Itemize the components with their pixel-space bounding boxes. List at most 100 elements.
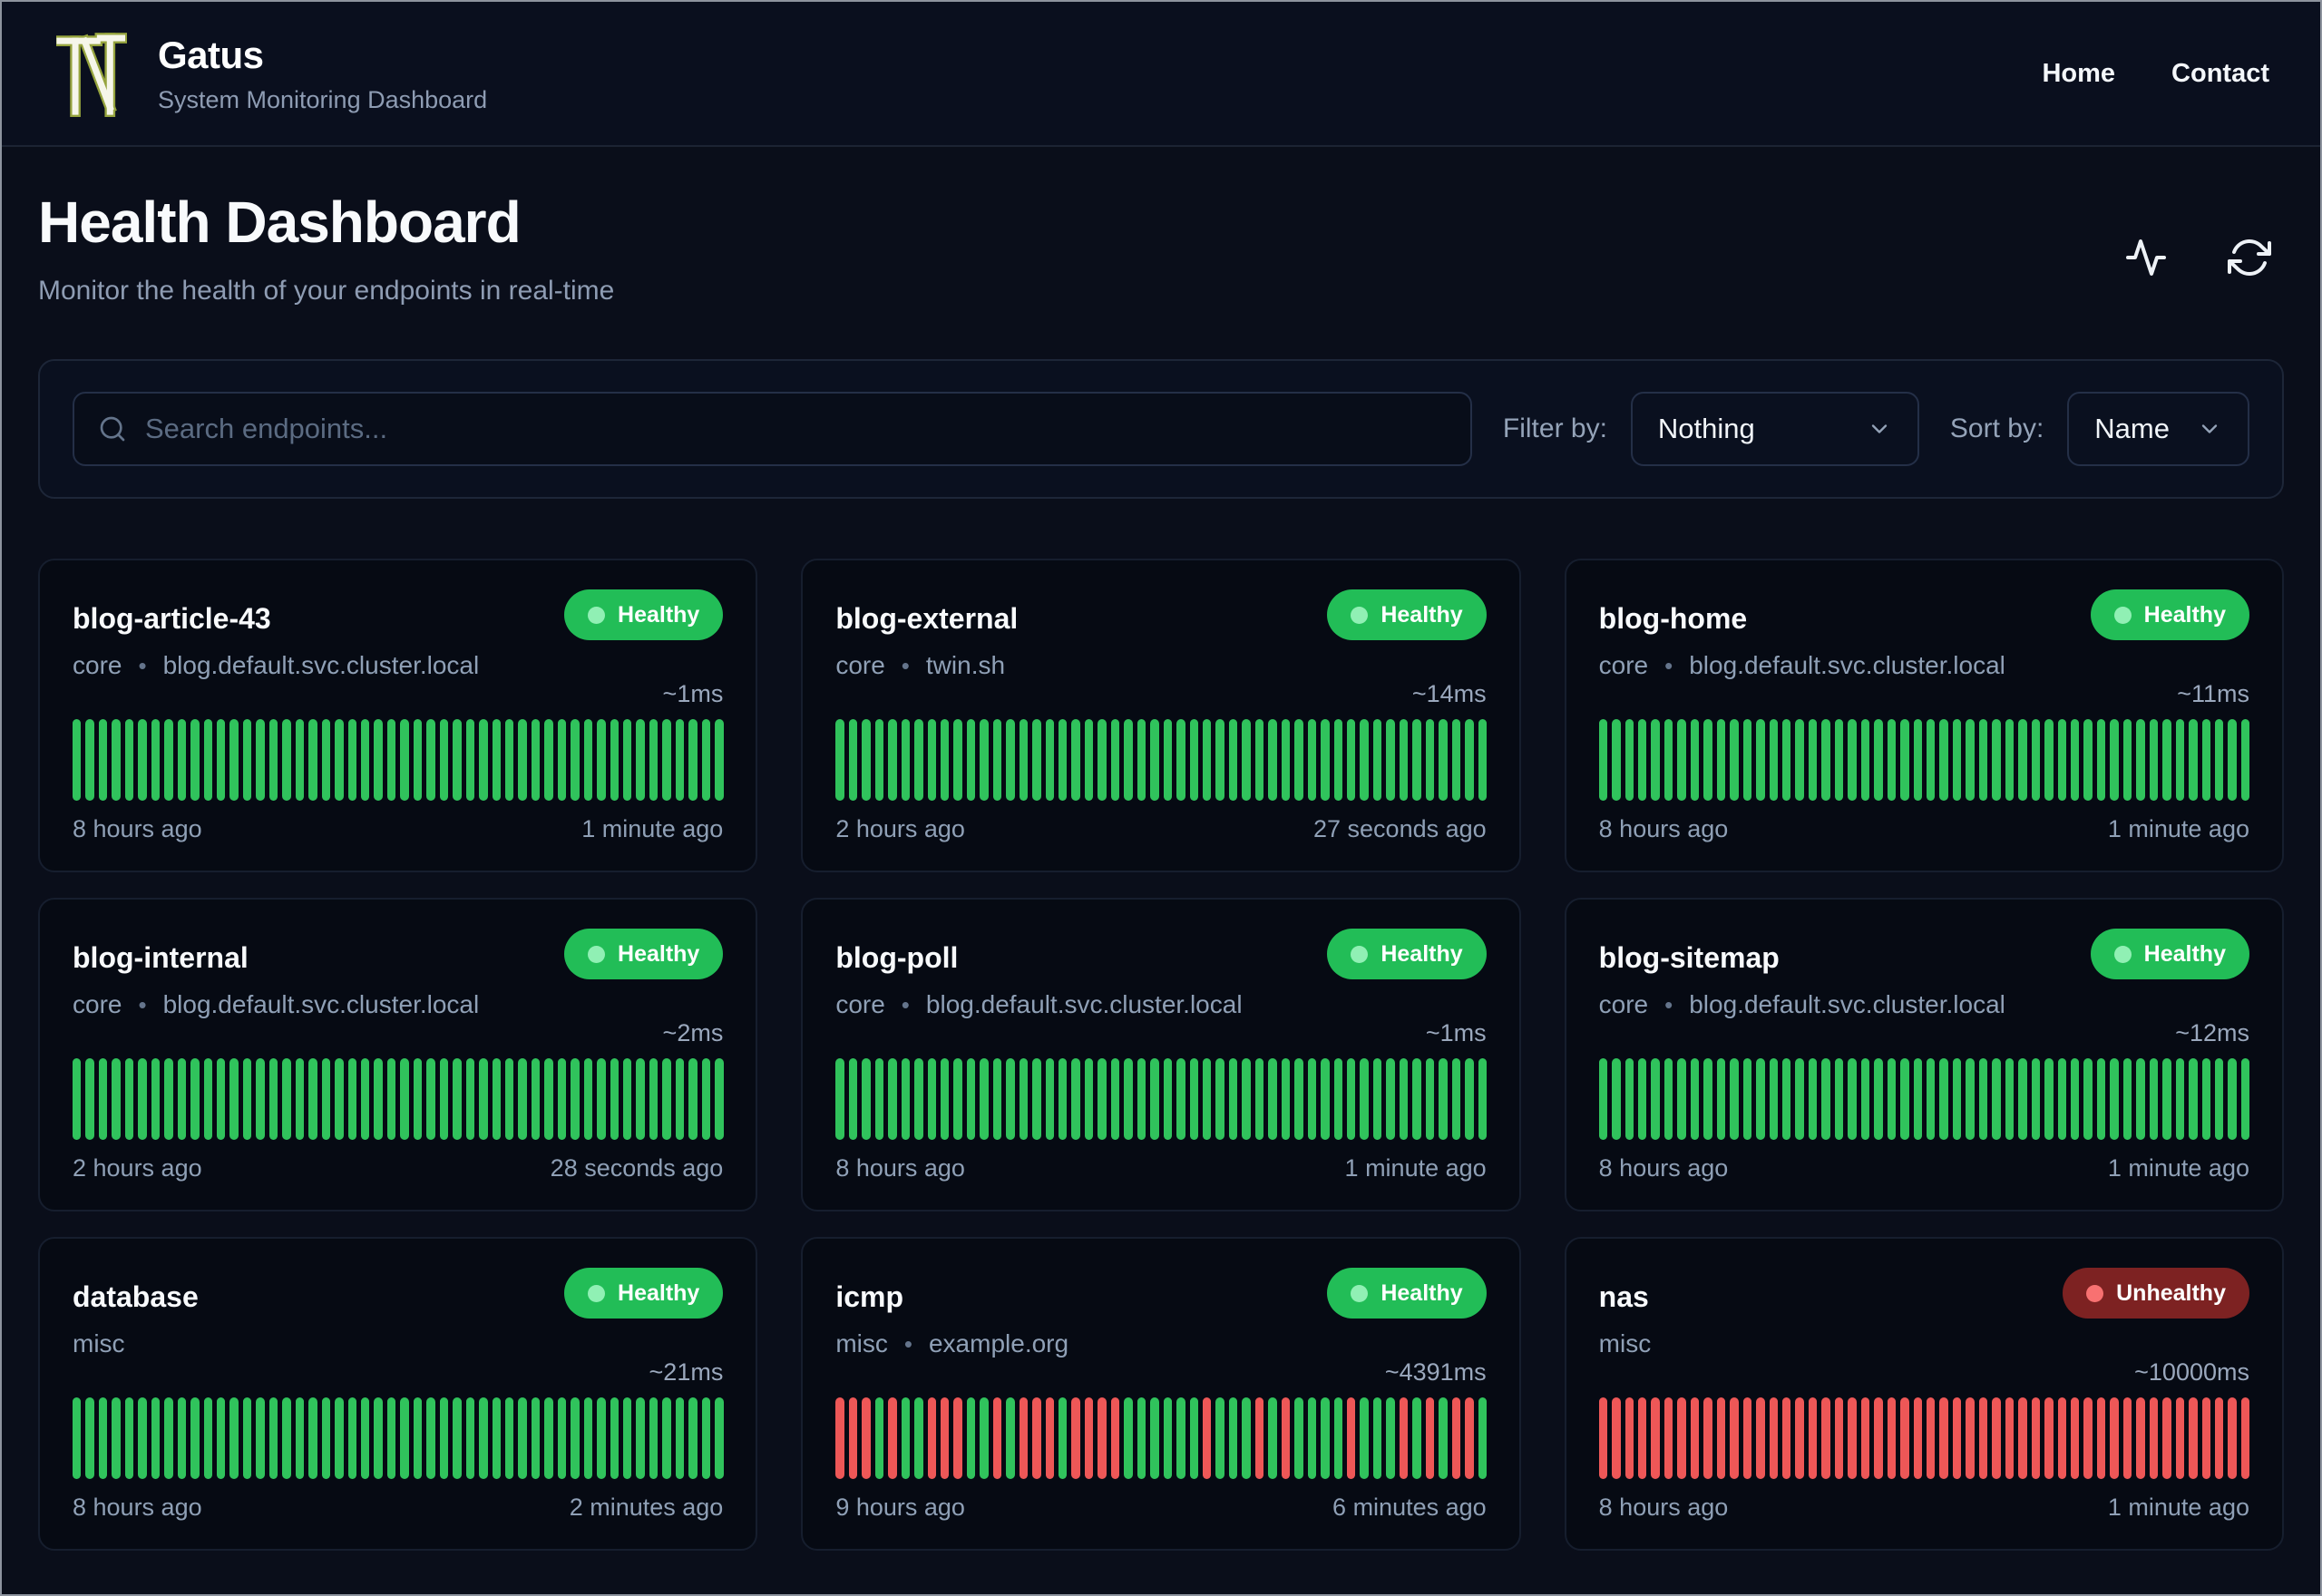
endpoint-card[interactable]: blog-poll Healthy core • blog.default.sv… [801,898,1521,1212]
endpoint-group: core [1598,990,1649,1018]
endpoint-card[interactable]: blog-external Healthy core • twin.sh ~14… [801,559,1521,872]
status-dot-icon [2113,945,2132,963]
uptime-bar [715,1058,724,1140]
uptime-bar [583,719,593,801]
uptime-bar [1084,1397,1094,1479]
uptime-bar [2162,1058,2171,1140]
uptime-bar [1952,1058,1962,1140]
chevron-down-icon [2201,424,2218,433]
uptime-bar [1821,1058,1830,1140]
uptime-bar [465,719,475,801]
uptime-bar [1860,1397,1870,1479]
brand: Gatus System Monitoring Dashboard [56,25,487,122]
response-time: ~4391ms [1384,1358,1487,1386]
uptime-bar [164,1058,173,1140]
uptime-bar [623,1058,632,1140]
uptime-bar [597,719,606,801]
uptime-bar [1059,1397,1068,1479]
endpoint-card[interactable]: database Healthy misc ~21ms 8 hours ago … [38,1237,758,1551]
uptime-bar [1045,719,1055,801]
nav-contact-link[interactable]: Contact [2171,58,2269,88]
uptime-bar [492,719,501,801]
uptime-bar [1900,1397,1909,1479]
uptime-bar [203,1058,212,1140]
uptime-bar [98,1397,108,1479]
refresh-icon[interactable] [2228,236,2271,279]
history-start: 8 hours ago [1598,1494,1729,1521]
uptime-bar [2240,719,2250,801]
uptime-bar [229,1397,239,1479]
uptime-bar [1834,719,1844,801]
uptime-bar [2110,719,2119,801]
endpoint-group: core [835,990,885,1018]
uptime-bar [953,1397,962,1479]
search-box[interactable] [73,392,1472,466]
uptime-bar [1730,1058,1739,1140]
uptime-bar [2031,719,2041,801]
uptime-bar [1624,719,1634,801]
uptime-bar [1281,1397,1291,1479]
uptime-bar [1742,1397,1752,1479]
uptime-bar [610,719,620,801]
uptime-bar [2189,719,2198,801]
uptime-bar [848,1397,858,1479]
uptime-bar [675,719,685,801]
uptime-bar [413,719,423,801]
uptime-bar [531,1397,541,1479]
endpoint-group: misc [835,1329,888,1358]
uptime-bar [73,719,82,801]
uptime-bar [649,1058,659,1140]
endpoint-name: blog-article-43 [73,602,271,635]
uptime-bar [216,1058,226,1140]
uptime-bar [862,1058,871,1140]
endpoint-card[interactable]: blog-internal Healthy core • blog.defaul… [38,898,758,1212]
uptime-bar [927,1397,936,1479]
uptime-bar [1098,719,1107,801]
uptime-bar [1242,1058,1251,1140]
uptime-bar [1624,1058,1634,1140]
uptime-bar [504,719,514,801]
uptime-bar [151,719,161,801]
uptime-bar [2031,1058,2041,1140]
search-input[interactable] [145,413,1447,445]
uptime-bar [1215,719,1224,801]
endpoint-card[interactable]: icmp Healthy misc • example.org ~4391ms … [801,1237,1521,1551]
activity-icon[interactable] [2124,236,2168,279]
uptime-bar [583,1397,593,1479]
uptime-bar [216,1397,226,1479]
sort-select[interactable]: Name [2067,392,2249,466]
uptime-bar [1860,719,1870,801]
uptime-bar [2122,1058,2132,1140]
uptime-bar [413,1397,423,1479]
uptime-bar [2175,1397,2185,1479]
status-badge: Healthy [564,929,724,979]
uptime-bars [1598,1058,2250,1140]
uptime-bar [544,1397,553,1479]
brand-title: Gatus [158,33,264,76]
uptime-bar [1071,1058,1080,1140]
uptime-bar [1163,1397,1173,1479]
endpoint-card[interactable]: blog-home Healthy core • blog.default.sv… [1564,559,2284,872]
uptime-bar [701,1397,711,1479]
history-range: 8 hours ago 1 minute ago [1599,1494,2249,1522]
card-top: blog-home Healthy [1599,589,2249,640]
uptime-bar [386,1397,396,1479]
page-head-text: Health Dashboard Monitor the health of y… [38,176,614,307]
endpoint-card[interactable]: nas Unhealthy misc ~10000ms 8 hours ago … [1564,1237,2284,1551]
endpoint-host: blog.default.svc.cluster.local [1689,990,2005,1018]
uptime-bar [662,1058,671,1140]
endpoint-card[interactable]: blog-sitemap Healthy core • blog.default… [1564,898,2284,1212]
uptime-bar [1663,1058,1673,1140]
endpoint-host: blog.default.svc.cluster.local [925,990,1243,1018]
meta-separator: • [901,990,910,1018]
status-badge: Healthy [1327,1268,1487,1319]
nav-home-link[interactable]: Home [2042,58,2116,88]
uptime-bars [73,1058,724,1140]
uptime-bar [268,1058,278,1140]
uptime-bar [256,1397,265,1479]
uptime-bar [1716,1058,1726,1140]
filter-select[interactable]: Nothing [1630,392,1919,466]
endpoint-name: nas [1598,1280,1649,1313]
history-end: 1 minute ago [2107,1154,2249,1182]
endpoint-card[interactable]: blog-article-43 Healthy core • blog.defa… [38,559,758,872]
